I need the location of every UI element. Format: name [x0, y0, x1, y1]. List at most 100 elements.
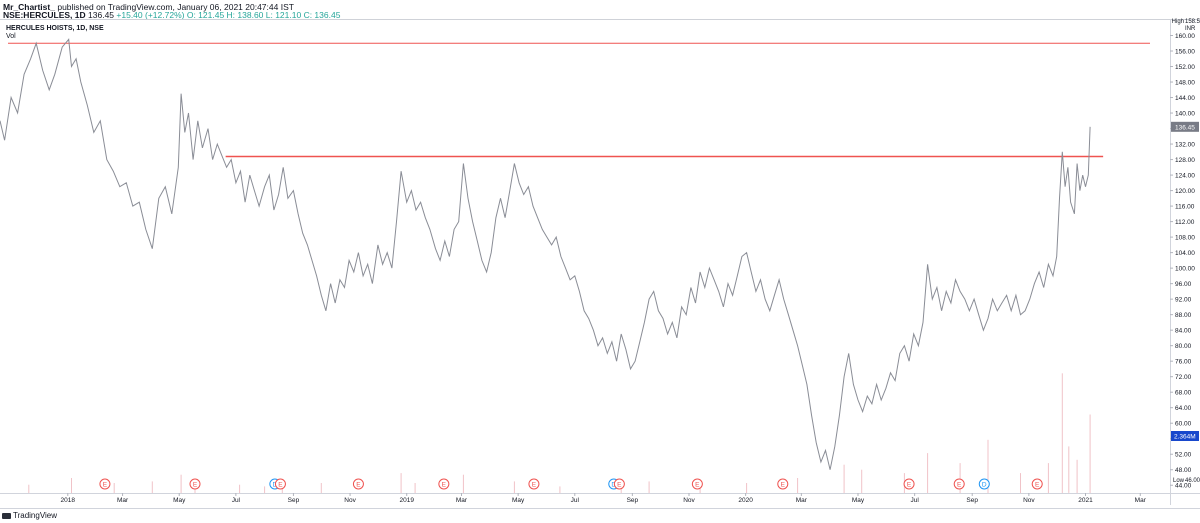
tradingview-brand[interactable]: TradingView — [2, 511, 57, 520]
svg-text:D: D — [982, 482, 987, 489]
svg-text:E: E — [1035, 482, 1040, 489]
high-value: 158.50 — [1185, 19, 1200, 25]
earnings-marker[interactable]: E — [613, 478, 625, 490]
earnings-marker[interactable]: E — [189, 478, 201, 490]
last-price-tag — [1171, 121, 1199, 132]
time-tick-label: Mar — [456, 497, 468, 504]
volume-bar — [320, 483, 322, 493]
price-tick-label: 116.00 — [1175, 204, 1195, 211]
svg-text:E: E — [957, 482, 962, 489]
volume-bar — [927, 453, 929, 493]
price-tick-label: 60.00 — [1175, 421, 1192, 428]
symbol-quote-line: NSE:HERCULES, 1D 136.45 +15.40 (+12.72%)… — [3, 10, 340, 20]
price-tick-label: 160.00 — [1175, 33, 1195, 40]
price-tick-label: 88.00 — [1175, 312, 1192, 319]
price-tick-label: 64.00 — [1175, 405, 1192, 412]
price-tick-label: 100.00 — [1175, 266, 1195, 273]
price-tick-label: 44.00 — [1175, 483, 1192, 490]
earnings-marker[interactable]: E — [274, 478, 286, 490]
price-tick-label: 140.00 — [1175, 111, 1195, 118]
svg-text:E: E — [907, 482, 912, 489]
svg-text:E: E — [356, 482, 361, 489]
volume-bar — [699, 484, 701, 493]
last-price-tag-label: 136.45 — [1175, 124, 1195, 131]
svg-text:D: D — [273, 482, 278, 489]
price-line[interactable] — [0, 38, 1091, 470]
ohlc-text: O: 121.45 H: 138.60 L: 121.10 C: 136.45 — [186, 10, 341, 20]
high-label: High — [1172, 19, 1184, 25]
tradingview-logo-icon — [2, 512, 11, 519]
price-tick-label: 80.00 — [1175, 343, 1192, 350]
time-tick-label: Nov — [344, 497, 356, 504]
last-price-text: 136.45 — [88, 10, 115, 20]
earnings-marker[interactable]: E — [99, 478, 111, 490]
time-tick-label: Sep — [288, 497, 300, 504]
price-tick-label: 144.00 — [1175, 95, 1195, 102]
svg-text:E: E — [442, 482, 447, 489]
volume-bar — [648, 481, 650, 493]
earnings-marker[interactable]: E — [777, 478, 789, 490]
time-tick-label: Jul — [571, 497, 580, 504]
chart-legend-title: HERCULES HOISTS, 1D, NSE — [6, 25, 104, 32]
published-text: published on TradingView.com, January 06… — [57, 2, 294, 12]
resistance-lines — [8, 42, 1150, 158]
time-tick-label: Nov — [683, 497, 695, 504]
volume-bar — [1068, 446, 1070, 493]
earnings-marker[interactable]: E — [438, 478, 450, 490]
volume-bar — [151, 481, 153, 493]
price-tick-label: 104.00 — [1175, 250, 1195, 257]
svg-text:E: E — [278, 482, 283, 489]
time-tick-label: Jul — [910, 497, 919, 504]
svg-text:E: E — [103, 482, 108, 489]
price-tick-label: 132.00 — [1175, 142, 1195, 149]
volume-legend: Vol — [6, 33, 16, 40]
time-tick-label: Mar — [1135, 497, 1147, 504]
earnings-marker[interactable]: E — [528, 478, 540, 490]
price-tick-label: 92.00 — [1175, 297, 1192, 304]
time-tick-label: Sep — [966, 497, 978, 504]
author-name[interactable]: Mr_Chartist_ — [3, 2, 55, 12]
earnings-marker[interactable]: E — [953, 478, 965, 490]
symbol-text: NSE:HERCULES, 1D — [3, 10, 86, 20]
time-tick-label: 2019 — [399, 497, 414, 504]
time-tick-label: 2018 — [61, 497, 76, 504]
volume-bar — [987, 439, 989, 493]
earnings-marker[interactable]: E — [903, 478, 915, 490]
low-label: Low — [1173, 478, 1185, 484]
volume-bar — [1020, 473, 1021, 493]
chart-grid — [0, 20, 1200, 509]
published-by-line: Mr_Chartist_ published on TradingView.co… — [3, 2, 294, 12]
volume-bar — [414, 483, 416, 493]
volume-bar — [239, 484, 241, 493]
price-tick-label: 120.00 — [1175, 188, 1195, 195]
volume-bars — [28, 373, 1091, 494]
earnings-marker[interactable]: E — [1031, 478, 1043, 490]
volume-tag-label: 2.364M — [1174, 434, 1196, 441]
svg-text:E: E — [532, 482, 537, 489]
svg-text:E: E — [193, 482, 198, 489]
price-tick-label: 96.00 — [1175, 281, 1192, 288]
svg-text:E: E — [781, 482, 786, 489]
volume-bar — [559, 486, 561, 494]
price-tick-label: 108.00 — [1175, 235, 1195, 242]
earnings-marker[interactable]: E — [691, 478, 703, 490]
volume-bar — [71, 478, 72, 493]
brand-text: TradingView — [13, 511, 58, 520]
time-tick-label: Jul — [232, 497, 241, 504]
dividend-marker[interactable]: D — [978, 478, 990, 490]
earnings-marker[interactable]: E — [352, 478, 364, 490]
volume-bar — [1061, 373, 1063, 493]
price-tick-label: 52.00 — [1175, 452, 1192, 459]
time-tick-label: Sep — [627, 497, 639, 504]
price-axis-bg — [1170, 20, 1200, 493]
volume-tag — [1171, 431, 1199, 441]
time-tick-label: May — [852, 497, 865, 504]
price-tick-label: 72.00 — [1175, 374, 1192, 381]
svg-text:D: D — [611, 482, 616, 489]
price-tick-label: 76.00 — [1175, 359, 1192, 366]
volume-bar — [28, 484, 30, 493]
time-tick-label: Mar — [117, 497, 129, 504]
header-divider — [0, 19, 1200, 20]
